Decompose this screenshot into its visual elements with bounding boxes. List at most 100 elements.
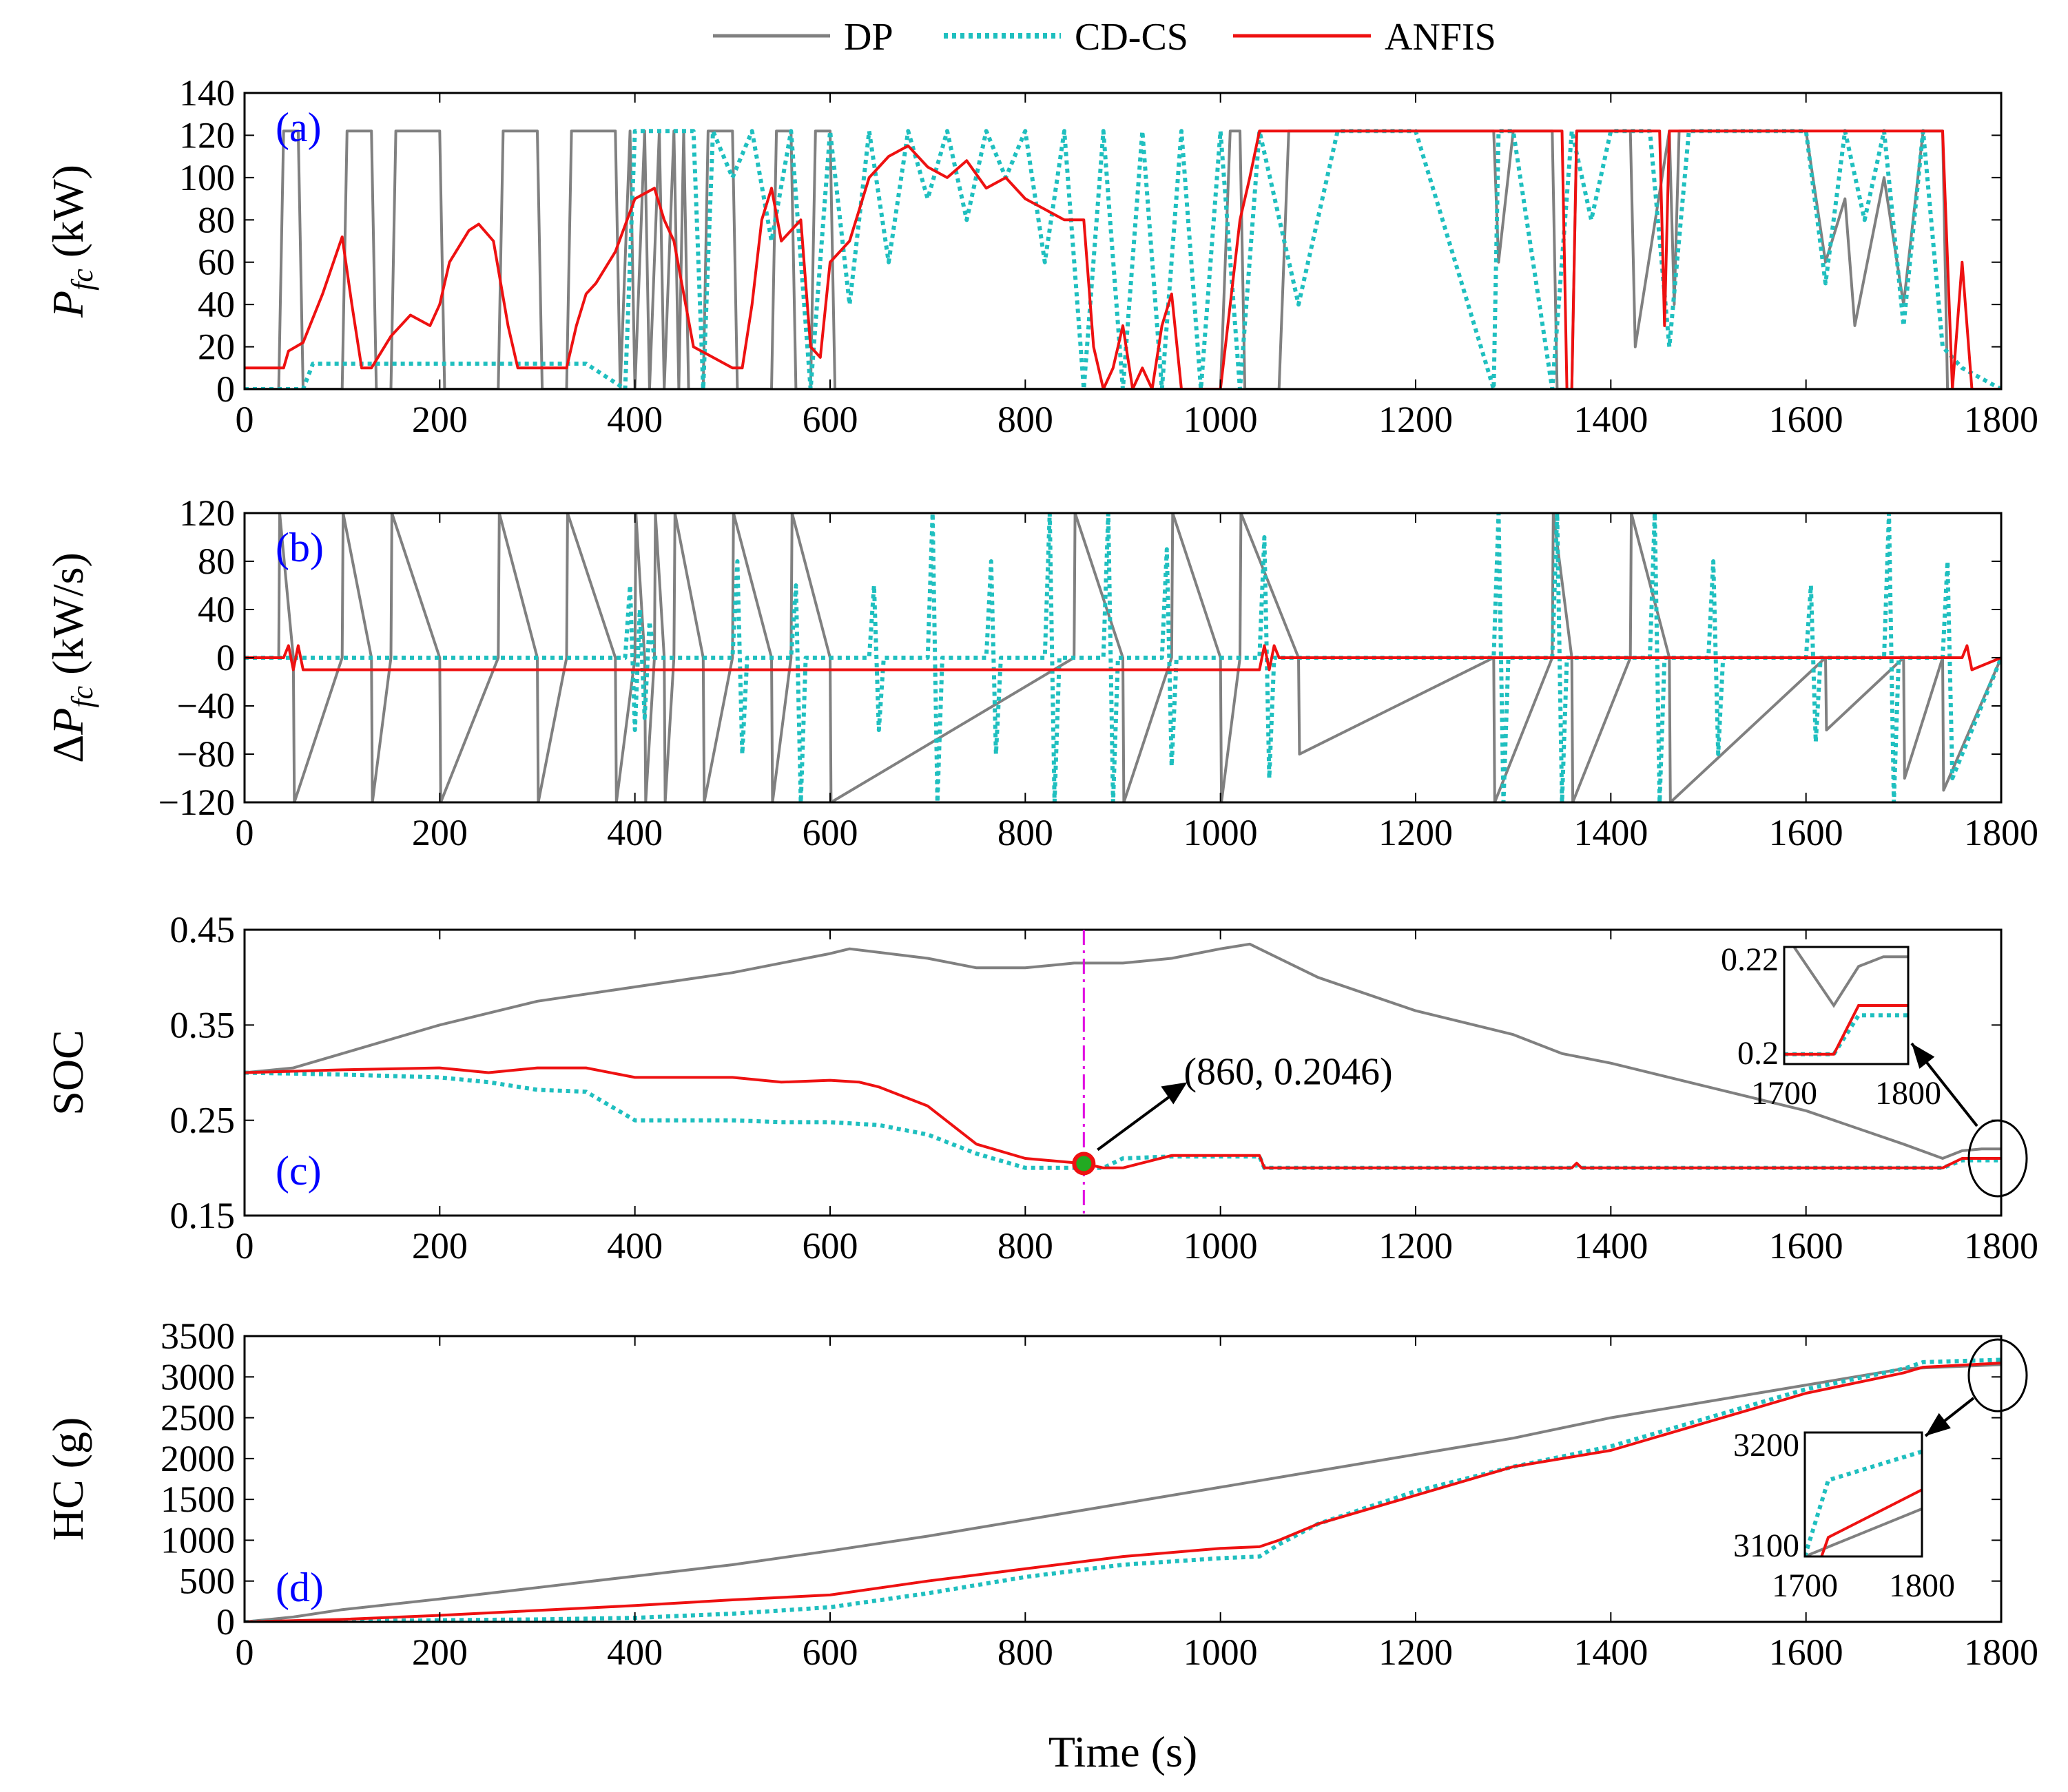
inset-y-tick-label: 0.22	[1721, 941, 1779, 978]
x-tick-label: 600	[803, 399, 858, 440]
y-tick-label: 0	[216, 368, 235, 410]
y-tick-label: 40	[198, 284, 235, 325]
x-tick-label: 800	[997, 399, 1053, 440]
y-tick-label: 100	[179, 157, 235, 198]
x-tick-label: 1800	[1964, 812, 2038, 853]
x-tick-label: 1600	[1769, 812, 1843, 853]
x-tick-label: 0	[236, 1225, 254, 1267]
x-tick-label: 1400	[1573, 812, 1648, 853]
y-tick-label: 1000	[161, 1519, 235, 1561]
y-tick-label: 120	[179, 492, 235, 534]
y-label-subscript: fc	[65, 685, 99, 707]
y-label-symbol: P	[43, 708, 92, 736]
inset-frame	[1803, 1431, 1923, 1558]
series-line-cdcs	[245, 1070, 2001, 1170]
y-tick-label: 3000	[161, 1356, 235, 1397]
y-tick-label: 0.15	[170, 1195, 236, 1236]
panel-c: 0 200 400 600 800 1000 1200 1400 1600 1800 0.15 0.2…	[43, 909, 2038, 1267]
axes-frame	[243, 1335, 2003, 1623]
annotation-arrowhead	[1161, 1082, 1188, 1105]
x-tick-label: 200	[412, 1632, 468, 1673]
x-tick-label: 800	[997, 812, 1053, 853]
x-tick-label: 0	[236, 1632, 254, 1673]
y-tick-label: −120	[158, 782, 235, 823]
x-tick-label: 200	[412, 1225, 468, 1267]
y-label-delta: Δ	[43, 735, 92, 763]
x-tick-label: 1400	[1573, 1632, 1648, 1673]
y-axis-label: ΔPfc (kW/s)	[43, 552, 99, 763]
x-tick-label: 200	[412, 812, 468, 853]
series-line-dp	[245, 129, 2001, 389]
x-tick-label: 1600	[1769, 399, 1843, 440]
inset-x-tick-label: 1800	[1875, 1075, 1941, 1112]
chart-panels: 0 200 400 600 800 1000 1200 1400 1600 18000204060…	[43, 72, 2038, 1673]
axes-frame	[243, 92, 2003, 390]
inset-line-anfis	[1820, 1488, 1922, 1556]
x-tick-label: 600	[803, 1632, 858, 1673]
panel-tag: (c)	[276, 1148, 322, 1194]
y-tick-label: 0	[216, 1601, 235, 1643]
legend-anfis-label: ANFIS	[1385, 16, 1496, 59]
x-axis-label: Time (s)	[1048, 1727, 1197, 1776]
inset-x-tick-label: 1700	[1772, 1567, 1838, 1604]
x-tick-label: 1800	[1964, 1632, 2038, 1673]
axes-frame	[243, 928, 2003, 1217]
series-line-cdcs	[245, 1357, 2001, 1622]
inset-line-dp	[1792, 947, 1908, 1008]
inset-y-tick-label: 3100	[1733, 1528, 1799, 1564]
x-tick-label: 800	[997, 1225, 1053, 1267]
x-tick-label: 200	[412, 399, 468, 440]
x-tick-label: 1200	[1378, 812, 1453, 853]
y-label-symbol: P	[43, 291, 92, 318]
inset-frame	[1783, 946, 1910, 1065]
y-label-subscript: fc	[65, 269, 99, 291]
y-tick-label: 140	[179, 72, 235, 114]
panel-d: 0 200 400 600 800 1000 1200 1400 1600 18000500100…	[43, 1315, 2038, 1673]
y-tick-label: 2000	[161, 1438, 235, 1479]
y-label-unit: (kW)	[43, 165, 92, 269]
series-line-anfis	[245, 1362, 2001, 1622]
x-tick-label: 1000	[1183, 399, 1258, 440]
inset-x-tick-label: 1700	[1751, 1075, 1817, 1112]
y-tick-label: −80	[177, 733, 235, 775]
x-tick-label: 1200	[1378, 399, 1453, 440]
x-tick-label: 1200	[1378, 1632, 1453, 1673]
zoom-circle	[1967, 1338, 2028, 1413]
y-tick-label: 0.25	[170, 1100, 236, 1141]
y-tick-label: 0.45	[170, 909, 236, 950]
x-tick-label: 1600	[1769, 1225, 1843, 1267]
x-tick-label: 1400	[1573, 399, 1648, 440]
inset-zoom: 3100 3200 1700 1800	[1733, 1338, 2028, 1604]
series-line-dp	[245, 1363, 2001, 1622]
panel-tag: (a)	[276, 105, 322, 150]
series-line-dp	[245, 513, 2001, 802]
x-tick-label: 600	[803, 1225, 858, 1267]
y-tick-label: 500	[179, 1561, 235, 1602]
x-tick-label: 400	[607, 812, 663, 853]
y-tick-label: 120	[179, 114, 235, 156]
annotation-arrow	[1097, 1090, 1178, 1152]
zoom-arrowhead	[1912, 1043, 1935, 1069]
y-tick-label: 2500	[161, 1397, 235, 1439]
y-tick-label: 40	[198, 589, 235, 630]
series-line-anfis	[245, 1066, 2001, 1169]
legend-cdcs-label: CD-CS	[1075, 16, 1188, 59]
x-tick-label: 0	[236, 399, 254, 440]
series-line-anfis	[245, 129, 2001, 389]
x-tick-label: 1000	[1183, 1225, 1258, 1267]
x-tick-label: 1800	[1964, 1225, 2038, 1267]
annotation-label: (860, 0.2046)	[1183, 1050, 1392, 1093]
x-tick-label: 1200	[1378, 1225, 1453, 1267]
y-axis-label: HC (g)	[43, 1417, 92, 1541]
x-tick-label: 400	[607, 1225, 663, 1267]
inset-line-anfis	[1784, 1004, 1908, 1056]
panel-b: 0 200 400 600 800 1000 1200 1400 1600 1800−120−80…	[43, 492, 2038, 853]
y-tick-label: 0.35	[170, 1004, 236, 1045]
y-axis-label: Pfc (kW)	[43, 165, 99, 318]
zoom-circle	[1967, 1119, 2028, 1198]
y-tick-label: 0	[216, 637, 235, 678]
legend: DP CD-CS ANFIS	[713, 16, 1496, 59]
series-line-cdcs	[245, 129, 2001, 389]
x-tick-label: 400	[607, 1632, 663, 1673]
